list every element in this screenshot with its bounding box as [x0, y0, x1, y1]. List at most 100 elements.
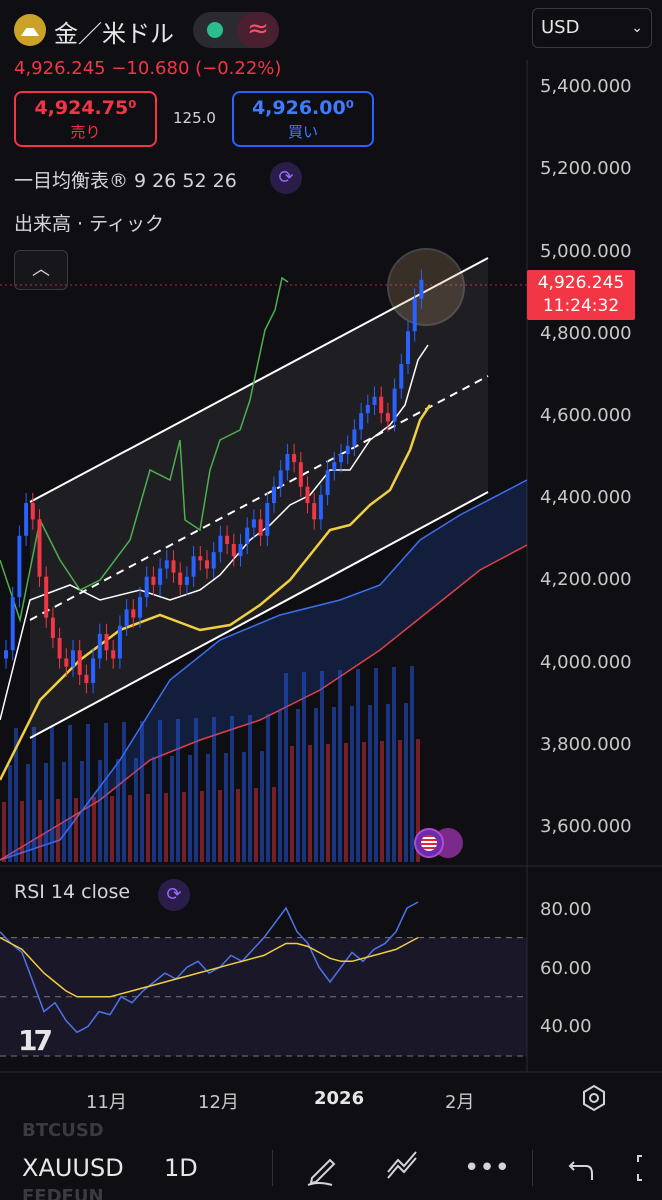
fullscreen-icon[interactable]	[628, 1148, 662, 1188]
volume-bar	[296, 709, 300, 862]
candle-body	[111, 650, 116, 659]
conversion-line	[0, 344, 429, 721]
candle-body	[184, 576, 189, 585]
candle-body	[218, 535, 223, 553]
price-tick: 4,200.000	[540, 569, 632, 590]
candle-body	[345, 445, 350, 454]
refresh-ichimoku-icon[interactable]: ⟳	[270, 162, 302, 194]
volume-bar	[134, 758, 138, 862]
candle-body	[238, 543, 243, 557]
candle-body	[272, 486, 276, 504]
volume-bar	[362, 742, 366, 862]
volume-bar	[332, 707, 336, 862]
last-price-value: 4,926.245	[537, 273, 625, 293]
ghost-symbol-below: FEDFUN	[22, 1186, 104, 1200]
tradingview-logo: 17	[18, 1024, 53, 1057]
volume-bar	[326, 744, 330, 862]
candle-body	[365, 404, 370, 414]
candle-body	[138, 597, 142, 618]
volume-bar	[212, 717, 216, 862]
volume-bar	[128, 795, 132, 862]
highlight-circle	[387, 248, 465, 326]
refresh-rsi-icon[interactable]: ⟳	[158, 879, 190, 911]
volume-bar	[350, 706, 354, 862]
bar-countdown: 11:24:32	[542, 296, 620, 316]
currency-select[interactable]: USD ⌄	[532, 8, 652, 48]
time-tick-feb: 2月	[445, 1092, 475, 1113]
price-tick: 5,200.000	[540, 158, 632, 179]
rsi-line	[0, 901, 419, 1034]
candle-body	[352, 429, 357, 446]
volume-bar	[338, 670, 342, 862]
volume-bar	[50, 726, 54, 862]
price-tick: 4,000.000	[540, 652, 632, 673]
sell-button[interactable]: 4,924.75⁰ 売り	[14, 91, 157, 147]
price-tick: 4,400.000	[540, 487, 632, 508]
candle-body	[332, 462, 337, 471]
volume-bar	[206, 754, 210, 862]
draw-pen-icon[interactable]	[302, 1148, 342, 1188]
candle-body	[50, 617, 55, 638]
us-event-icon[interactable]	[414, 828, 444, 858]
buy-label: 買い	[287, 123, 318, 141]
price-tick: 3,600.000	[540, 816, 632, 837]
candle-body	[231, 543, 236, 557]
candle-body	[198, 556, 203, 561]
candle-body	[292, 454, 297, 463]
more-options-icon[interactable]: •••	[464, 1153, 511, 1183]
volume-bar	[314, 708, 318, 862]
candle-body	[392, 388, 397, 422]
volume-bar	[230, 716, 234, 862]
time-tick-nov: 11月	[86, 1092, 127, 1113]
volume-bar	[170, 756, 174, 862]
leading-span-a	[0, 479, 528, 861]
volume-bar	[410, 666, 414, 862]
volume-bar	[56, 799, 60, 862]
volume-indicator-label[interactable]: 出来高 · ティック	[14, 213, 164, 235]
collapse-indicators-button[interactable]: ︿	[14, 250, 68, 290]
rsi-indicator-label[interactable]: RSI 14 close	[14, 881, 131, 903]
symbol-selector[interactable]: XAUUSD	[22, 1154, 124, 1182]
volume-bar	[248, 715, 252, 862]
price-change: 4,926.245 −10.680 (−0.22%)	[14, 58, 282, 79]
volume-bar	[140, 721, 144, 862]
candle-body	[44, 576, 49, 618]
candle-body	[258, 519, 263, 536]
wave-icon[interactable]: ≈	[237, 12, 279, 48]
channel-mid-line	[29, 375, 489, 621]
market-status-pill[interactable]: ≈	[193, 12, 279, 48]
sell-label: 売り	[70, 123, 101, 141]
candle-body	[57, 638, 62, 659]
chart-settings-icon[interactable]	[580, 1084, 608, 1112]
symbol-title[interactable]: 金／米ドル	[54, 20, 174, 48]
buy-button[interactable]: 4,926.00⁰ 買い	[232, 91, 374, 147]
volume-bar	[188, 755, 192, 862]
volume-bar	[152, 757, 156, 862]
volume-bar	[218, 790, 222, 862]
volume-bar	[392, 667, 396, 862]
undo-icon[interactable]	[562, 1148, 602, 1188]
volume-bar	[260, 751, 264, 862]
candle-body	[151, 576, 156, 585]
candle-body	[312, 503, 317, 520]
candle-body	[325, 470, 330, 495]
volume-bar	[8, 765, 12, 862]
spread-value: 125.0	[173, 109, 216, 127]
candle-body	[124, 609, 129, 626]
rsi-tick: 40.00	[540, 1016, 592, 1037]
price-tick: 3,800.000	[540, 734, 632, 755]
timeframe-selector[interactable]: 1D	[164, 1154, 198, 1182]
volume-bar	[92, 797, 96, 862]
toolbar-divider	[532, 1150, 533, 1186]
ichimoku-indicator-label[interactable]: 一目均衡表® 9 26 52 26	[14, 170, 237, 192]
leading-span-b	[0, 544, 528, 861]
candle-body	[131, 609, 136, 618]
candle-body	[17, 535, 22, 598]
candle-body	[298, 462, 303, 487]
candle-body	[245, 527, 250, 544]
volume-bar	[242, 752, 246, 862]
candle-body	[339, 454, 343, 463]
candle-body	[412, 298, 417, 332]
drawing-tools-icon[interactable]	[382, 1148, 422, 1188]
